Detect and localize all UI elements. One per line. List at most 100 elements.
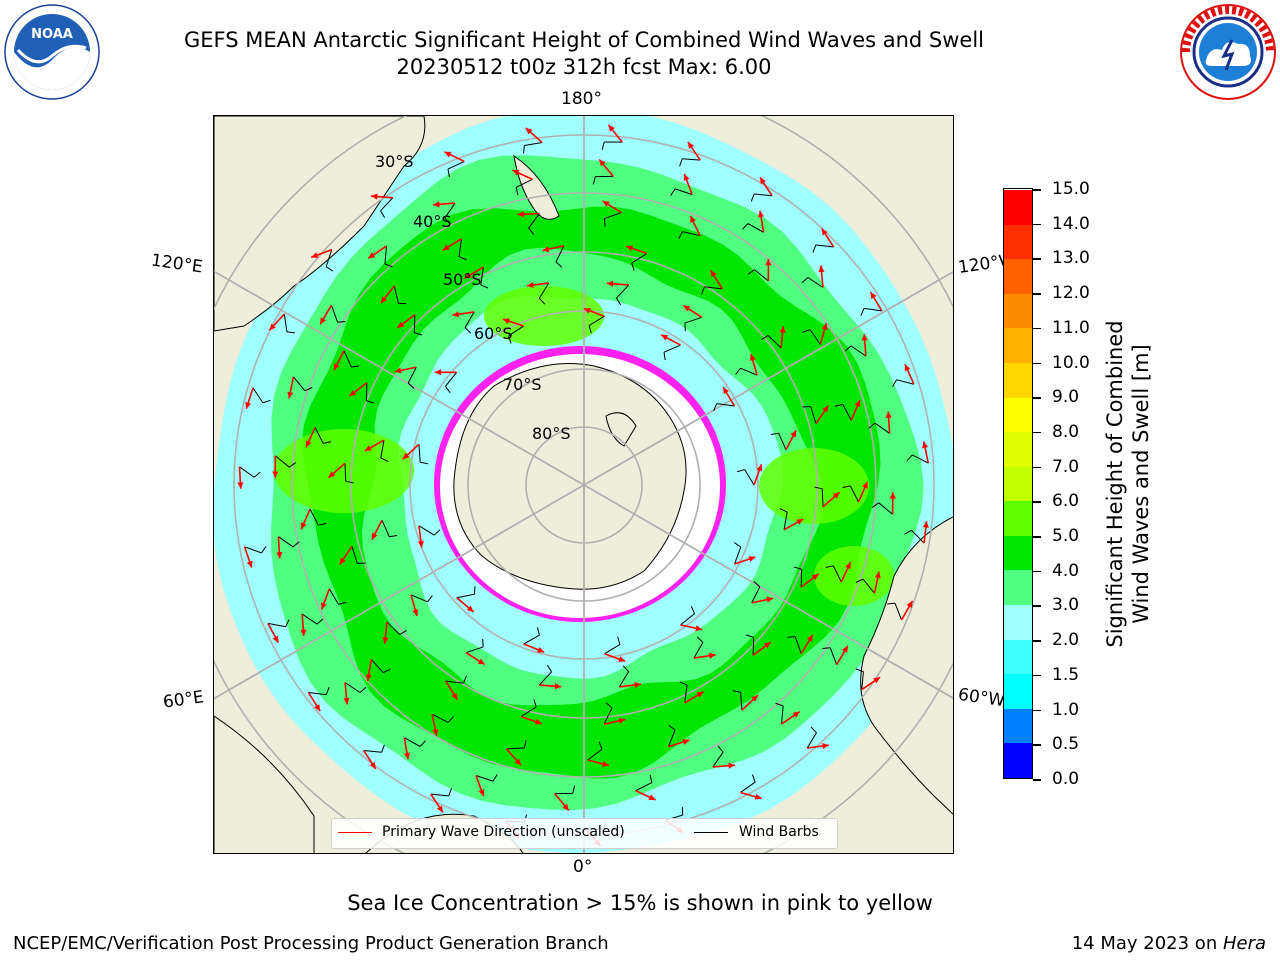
wave-direction-arrowhead: [854, 400, 861, 408]
wind-barb-flag: [592, 176, 596, 185]
wind-barb: [380, 440, 385, 459]
wind-barb-flag: [316, 618, 324, 625]
wind-barb: [911, 529, 925, 544]
wind-barb-flag: [447, 169, 450, 178]
wind-barb: [380, 197, 394, 212]
wind-barb: [239, 466, 255, 478]
map-panel: [213, 115, 954, 854]
wave-direction-arrowhead: [402, 452, 410, 460]
wind-barb: [465, 646, 484, 654]
wind-barb-flag: [855, 668, 864, 673]
wave-direction-arrowhead: [870, 292, 877, 299]
wave-direction-arrowhead: [300, 629, 307, 636]
wind-barb: [456, 593, 475, 599]
colorbar-title-line1: Significant Height of Combined: [1103, 320, 1127, 648]
wind-barb-flag: [701, 286, 705, 295]
wind-barb: [754, 193, 773, 197]
wind-barb: [308, 692, 327, 696]
wave-direction-arrowhead: [512, 169, 520, 176]
wind-barb: [343, 350, 352, 368]
wind-barb-flag: [696, 636, 704, 643]
wind-barb-flag: [713, 403, 718, 412]
colorbar-title-line2: Wind Waves and Swell [m]: [1129, 344, 1153, 624]
wind-barb-flag: [906, 454, 913, 462]
wave-direction-arrowhead: [300, 522, 307, 530]
colorbar-tick: [1033, 258, 1041, 260]
wind-barb-flag: [842, 485, 851, 489]
wind-barb-flag: [601, 141, 605, 150]
wave-direction-arrowhead: [466, 605, 474, 612]
wind-barb: [404, 737, 421, 747]
wave-direction-arrowhead: [287, 391, 294, 399]
wind-barb-flag: [775, 702, 784, 707]
wind-barb: [618, 671, 630, 688]
wave-direction-arrowhead: [451, 692, 458, 700]
wave-direction-arrowhead: [792, 711, 800, 718]
wave-direction-arrowhead: [763, 642, 771, 649]
colorbar-tick: [1033, 327, 1041, 330]
wind-barb: [523, 634, 540, 645]
colorbar-segment: [1004, 500, 1032, 536]
wind-barb-flag: [735, 367, 741, 375]
wave-direction-arrowhead: [682, 739, 690, 745]
wave-direction-arrowhead: [525, 127, 533, 135]
colorbar-tick-label: 13.0: [1052, 248, 1090, 269]
wind-barb-flag: [617, 636, 621, 645]
wind-barb: [680, 613, 695, 626]
colorbar-tick-label: 8.0: [1052, 421, 1080, 442]
wind-barb-flag: [427, 595, 433, 603]
wave-direction-arrowhead: [364, 445, 372, 451]
wave-direction-arrowhead: [683, 173, 690, 181]
wind-barb: [325, 249, 333, 267]
wave-direction-arrowhead: [442, 244, 450, 251]
wave-direction-arrowhead: [433, 201, 440, 208]
wind-barb-flag: [419, 740, 426, 747]
wave-direction-arrowhead: [314, 704, 321, 712]
wind-barb-flag: [492, 774, 498, 782]
wind-barb: [588, 315, 605, 326]
wind-barb-flag: [751, 774, 756, 783]
wave-direction-arrowhead: [305, 440, 312, 448]
footer-date-text: 14 May 2023 on: [1071, 933, 1223, 954]
colorbar-segment: [1004, 397, 1032, 433]
lon-label-60w: 60°W: [956, 684, 1007, 712]
colorbar-segment: [1004, 604, 1032, 640]
wave-direction-arrowhead: [861, 334, 868, 341]
nws-logo: [1180, 4, 1276, 100]
polar-stereographic-map: [214, 116, 953, 853]
wave-direction-arrowhead: [339, 557, 346, 565]
wind-barb-flag: [533, 699, 537, 708]
wave-direction-arrowhead: [873, 677, 881, 684]
wind-barb: [740, 367, 758, 376]
colorbar-tick: [1033, 223, 1041, 226]
wind-barb: [418, 444, 421, 463]
wind-barb: [447, 160, 465, 170]
wave-direction-arrowhead: [606, 280, 614, 287]
colorbar-segment: [1004, 327, 1032, 363]
wind-barb-flag: [663, 352, 666, 361]
wind-barb: [363, 749, 382, 753]
wind-barb: [413, 314, 416, 333]
wave-direction-arrowhead: [708, 652, 716, 659]
colorbar-tick: [1033, 536, 1041, 538]
wave-direction-arrowhead: [618, 717, 626, 724]
colorbar-tick: [1033, 640, 1041, 642]
wave-direction-arrowhead: [380, 296, 388, 304]
wave-direction-arrowhead: [599, 159, 606, 167]
colorbar-segment: [1004, 258, 1032, 294]
wind-barb-flag: [761, 335, 769, 340]
wave-direction-arrowhead: [412, 609, 419, 616]
wind-barb: [445, 680, 464, 684]
wind-barb-flag: [622, 665, 630, 672]
wind-barb: [712, 751, 724, 768]
wind-barb-flag: [690, 606, 696, 614]
wind-barb-flag: [855, 578, 864, 583]
wave-direction-arrowhead: [765, 258, 772, 266]
colorbar-segment: [1004, 224, 1032, 260]
colorbar-segment: [1004, 466, 1032, 502]
australia-land: [214, 116, 426, 332]
wave-direction-arrowhead: [526, 282, 534, 289]
wind-barb: [393, 285, 399, 304]
wind-barb: [863, 307, 882, 312]
wind-barb-flag: [670, 188, 676, 196]
